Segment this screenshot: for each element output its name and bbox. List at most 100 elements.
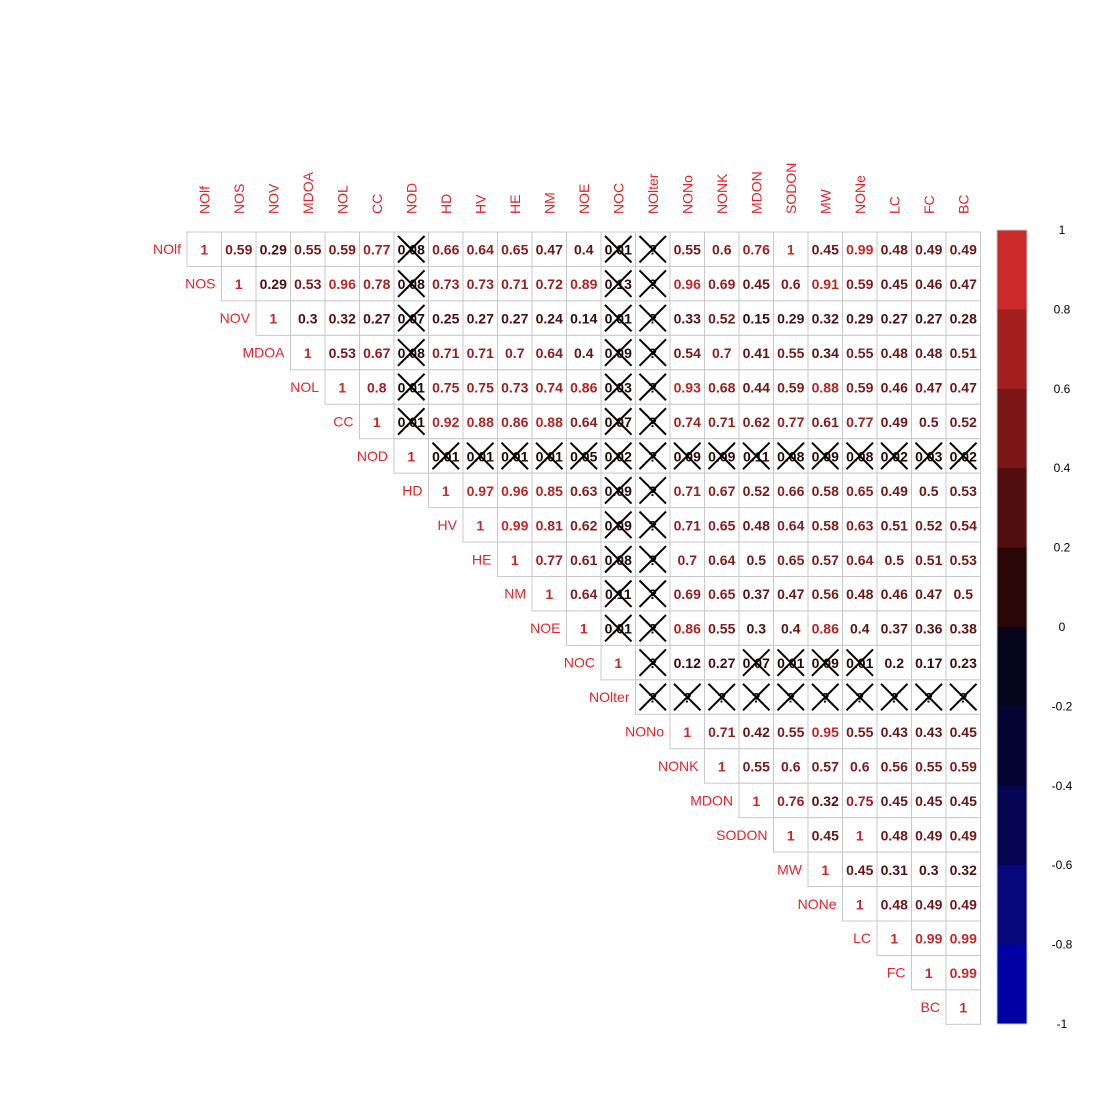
matrix-cell: [911, 369, 947, 405]
matrix-cell: [842, 886, 878, 922]
cell-value: 0.48: [846, 586, 873, 602]
cross-mark: [811, 683, 840, 712]
cell-value: 0.17: [915, 655, 942, 671]
matrix-cell: [669, 713, 705, 750]
matrix-cell: [497, 231, 533, 267]
row-label-nolter: NOlter: [589, 689, 630, 705]
matrix-cell: [773, 713, 809, 750]
matrix-cell: [704, 541, 740, 577]
insignificance-crosses: [397, 235, 978, 712]
cell-value: 0.49: [950, 242, 977, 258]
cross-mark: [673, 683, 702, 712]
cross-mark: [397, 373, 426, 401]
matrix-cell: [773, 334, 809, 371]
matrix-cell: [566, 576, 602, 612]
column-label-lc: LC: [886, 196, 902, 214]
cross-mark: [914, 683, 943, 712]
cell-value: 0.8: [367, 380, 387, 396]
cell-value: 0.53: [950, 552, 977, 568]
colorbar-tick-label: -0.2: [1052, 699, 1073, 713]
cell-value: 0.3: [298, 311, 318, 327]
row-label-bc: BC: [921, 999, 940, 1015]
colorbar-step: [997, 706, 1027, 787]
column-label-mdon: MDON: [748, 171, 764, 214]
row-label-nol: NOL: [290, 379, 319, 395]
column-label-noc: NOC: [610, 183, 626, 214]
matrix-cell: [428, 231, 464, 267]
matrix-cell: [842, 403, 878, 440]
cell-value: 0.44: [743, 380, 770, 396]
cell-value: 0.42: [743, 724, 770, 740]
matrix-cell: [773, 300, 809, 336]
column-label-fc: FC: [921, 195, 937, 214]
matrix-values: 10.590.290.550.590.770.080.660.640.650.4…: [200, 242, 977, 1016]
cell-value: 0.92: [432, 414, 459, 430]
matrix-cell: [566, 472, 602, 509]
cell-value: 0.71: [708, 724, 735, 740]
cross-mark: [776, 683, 805, 712]
cell-value: 0.93: [674, 380, 701, 396]
cross-mark: [397, 407, 426, 436]
colorbar-tick-label: 0.2: [1054, 541, 1071, 555]
cell-value: 0.52: [950, 414, 977, 430]
cell-value: 0.73: [467, 276, 494, 292]
matrix-cell: [842, 265, 878, 302]
cell-value: 0.66: [432, 242, 459, 258]
matrix-cell: [945, 851, 981, 888]
cross-mark: [604, 373, 633, 401]
cell-value: 0.29: [777, 311, 804, 327]
cell-value: 0.77: [363, 242, 390, 258]
cross-mark: [604, 579, 633, 608]
cell-value: 0.77: [777, 414, 804, 430]
cell-value: 0.59: [777, 380, 804, 396]
cell-value: 0.86: [812, 621, 839, 637]
matrix-cell: [842, 851, 878, 888]
cell-value: 1: [442, 483, 450, 499]
matrix-cell: [876, 576, 912, 612]
cross-mark: [466, 441, 495, 470]
cross-mark: [638, 614, 667, 643]
matrix-cell: [876, 300, 912, 336]
matrix-cell: [773, 817, 809, 853]
cell-value: 0.77: [846, 414, 873, 430]
cell-value: 0.4: [574, 242, 594, 258]
matrix-cell: [566, 507, 602, 543]
row-label-nolf: NOlf: [153, 241, 181, 257]
matrix-cell: [531, 334, 567, 371]
cell-value: 0.65: [846, 483, 873, 499]
matrix-cell: [911, 954, 947, 991]
matrix-cell: [945, 782, 981, 819]
column-label-sodon: SODON: [783, 163, 799, 214]
cell-value: 0.41: [743, 345, 770, 361]
cell-value: 0.64: [708, 552, 735, 568]
cell-value: 0.5: [747, 552, 767, 568]
cell-value: 0.53: [950, 483, 977, 499]
cross-mark: [604, 476, 633, 505]
cross-mark: [742, 683, 771, 712]
matrix-cell: [773, 782, 809, 819]
column-label-nono: NONo: [679, 175, 695, 214]
cell-value: 0.27: [708, 655, 735, 671]
matrix-cell: [911, 403, 947, 440]
cross-mark: [638, 304, 667, 333]
matrix-cell: [945, 644, 981, 681]
column-label-nos: NOS: [231, 184, 247, 214]
cell-value: 1: [821, 862, 829, 878]
cross-mark: [811, 648, 840, 677]
row-label-noe: NOE: [530, 620, 560, 636]
matrix-cell: [807, 541, 843, 577]
cell-value: 0.48: [743, 517, 770, 533]
cell-value: 0.47: [536, 242, 563, 258]
cell-value: 0.46: [881, 586, 908, 602]
cross-mark: [638, 373, 667, 401]
cell-value: 0.64: [846, 552, 873, 568]
row-label-mdoa: MDOA: [243, 345, 286, 361]
matrix-cell: [807, 782, 843, 819]
matrix-cell: [186, 231, 222, 267]
matrix-cell: [807, 403, 843, 440]
matrix-cell: [531, 300, 567, 336]
row-label-cc: CC: [333, 413, 353, 429]
cell-value: 0.55: [777, 724, 804, 740]
cell-value: 0.86: [570, 380, 597, 396]
cell-value: 0.45: [915, 793, 942, 809]
